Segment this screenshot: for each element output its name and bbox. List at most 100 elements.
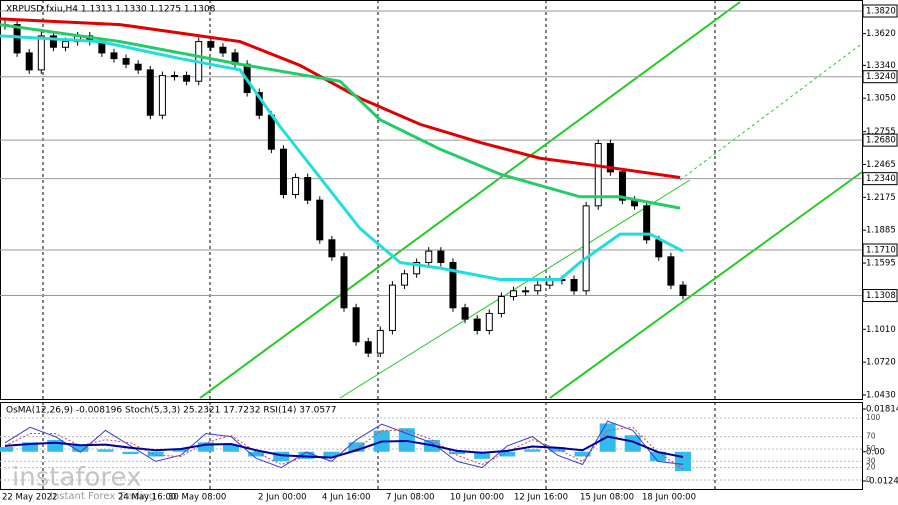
level-label: 1.2340 xyxy=(866,174,896,184)
watermark: instaforex xyxy=(12,463,141,493)
y-tick-label: 1.2175 xyxy=(866,193,896,203)
candle xyxy=(679,284,687,297)
candle xyxy=(655,239,663,258)
candle xyxy=(594,143,602,207)
candle xyxy=(522,290,530,293)
candle xyxy=(606,143,614,173)
x-tick-label: 30 May 08:00 xyxy=(168,493,226,503)
candle xyxy=(618,171,626,201)
y-tick-label: 1.2465 xyxy=(866,160,896,170)
candle xyxy=(267,114,275,150)
candle xyxy=(401,273,409,286)
candle xyxy=(62,41,70,48)
candle xyxy=(497,295,505,314)
y-tick-label: 1.3620 xyxy=(866,29,896,39)
period-separators xyxy=(42,0,716,490)
level-box xyxy=(862,172,898,186)
candle xyxy=(413,261,421,275)
histogram-bar xyxy=(248,451,265,457)
candle xyxy=(570,278,578,292)
histogram-bar xyxy=(172,449,189,452)
y-tick-label: 1.2755 xyxy=(866,127,896,137)
indicator-title: OsMA(12,26,9) -0.008196 Stoch(5,3,3) 25.… xyxy=(6,406,337,416)
histogram-bar xyxy=(675,451,691,472)
candle xyxy=(183,75,191,82)
moving-average xyxy=(0,17,681,179)
candle xyxy=(171,75,178,78)
candle xyxy=(425,250,433,263)
candle xyxy=(582,205,590,292)
y-tick-label: 1.0430 xyxy=(866,391,896,401)
level-label: 1.1710 xyxy=(866,246,896,256)
channel-lines xyxy=(199,1,863,399)
candle xyxy=(304,177,312,201)
histogram-bar xyxy=(97,449,114,452)
histogram-bar xyxy=(499,451,516,457)
x-tick-label: 4 Jun 16:00 xyxy=(322,493,371,503)
oscillator-line xyxy=(4,426,684,470)
candle xyxy=(219,46,227,54)
candle xyxy=(473,318,481,331)
y-tick-label: 1.1595 xyxy=(866,259,896,269)
y-tick-label: 0.00 xyxy=(866,447,885,457)
candle xyxy=(25,52,33,71)
histogram-bar xyxy=(649,451,666,462)
candle xyxy=(667,256,675,286)
x-tick-label: 7 Jun 08:00 xyxy=(386,493,435,503)
candle xyxy=(328,239,336,258)
candle xyxy=(437,250,445,263)
candle xyxy=(49,35,57,48)
histogram-bar xyxy=(273,451,290,462)
candle xyxy=(376,329,384,354)
candle xyxy=(207,41,215,48)
y2-tick-label: 70 xyxy=(866,432,876,441)
y2-tick-label: 30 xyxy=(866,456,876,465)
indicator-frame xyxy=(0,402,863,490)
candle xyxy=(158,75,166,116)
level-box xyxy=(862,289,898,303)
moving-average xyxy=(0,23,681,210)
candle xyxy=(316,199,324,241)
histogram-bar xyxy=(624,435,641,452)
histogram-bar xyxy=(0,447,13,452)
histogram-bar xyxy=(474,451,491,459)
y2-tick-label: 0 xyxy=(866,475,871,484)
y2-tick-label: 50 xyxy=(866,444,876,453)
level-box xyxy=(862,70,898,84)
histogram-bar xyxy=(298,451,315,459)
level-box xyxy=(862,243,898,257)
level-label: 1.3820 xyxy=(866,6,896,16)
y-tick-label: 1.1010 xyxy=(866,325,896,335)
main-pane: 1.3620 1.3340 1.3050 1.2755 1.2465 1.2175 1.18… xyxy=(0,4,898,401)
histogram-bar xyxy=(323,451,340,457)
histogram-bar xyxy=(348,442,365,452)
candle xyxy=(643,205,651,241)
histogram-bar xyxy=(449,451,465,455)
histogram-bar xyxy=(22,442,39,452)
candle xyxy=(485,312,493,331)
candle xyxy=(352,307,360,343)
candle xyxy=(364,341,372,354)
y-tick-label: 1.1885 xyxy=(866,226,896,236)
candle xyxy=(134,63,142,71)
level-label: 1.3240 xyxy=(866,72,896,82)
y2-tick-label: 20 xyxy=(866,463,876,472)
candle xyxy=(279,148,287,196)
y-tick-label: 1.0720 xyxy=(866,358,896,368)
x-tick-label: 24 May 16:00 xyxy=(118,493,176,503)
candle xyxy=(449,261,457,309)
candle xyxy=(110,52,118,60)
moving-average xyxy=(0,34,684,281)
y-tick-label: 1.3050 xyxy=(866,94,896,104)
x-tick-label: 12 Jun 16:00 xyxy=(514,493,568,503)
level-label: 1.1308 xyxy=(866,291,896,301)
histogram-bar xyxy=(72,444,89,452)
y-tick-label: -0.0124 xyxy=(866,477,898,487)
y-tick-label: 1.3340 xyxy=(866,61,896,71)
x-tick-label: 15 Jun 08:00 xyxy=(580,493,634,503)
candle xyxy=(146,69,154,116)
